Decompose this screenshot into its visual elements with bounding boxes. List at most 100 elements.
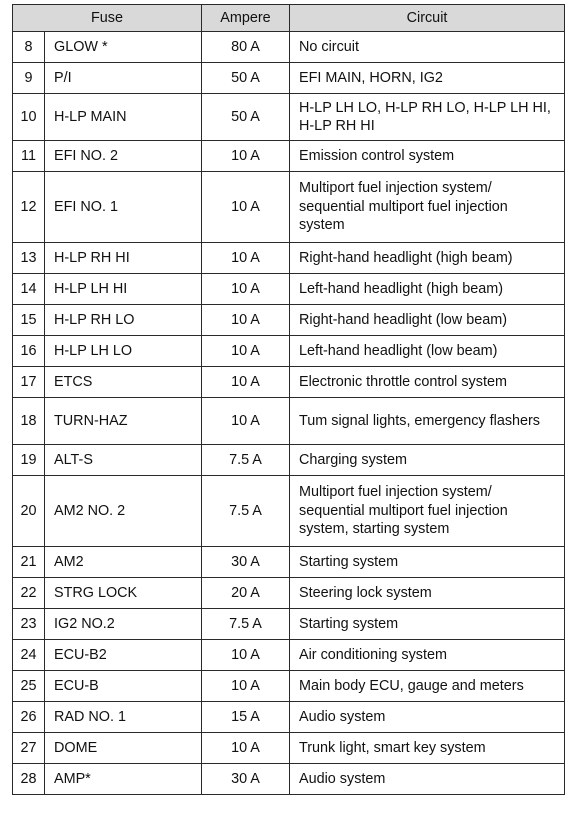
circuit-cell: Left-hand headlight (low beam) (289, 335, 565, 367)
table-row: 17 ETCS 10 A Electronic throttle control sy… (12, 366, 565, 398)
table-row: 16 H-LP LH LO 10 A Left-hand headlight (low… (12, 335, 565, 367)
fuse-column-header: Fuse (12, 4, 202, 32)
table-row: 22 STRG LOCK 20 A Steering lock system (12, 577, 565, 609)
ampere-cell: 30 A (201, 546, 290, 578)
fuse-name-cell: GLOW * (44, 31, 202, 63)
fuse-name-cell: H-LP RH LO (44, 304, 202, 336)
circuit-cell: Main body ECU, gauge and meters (289, 670, 565, 702)
ampere-cell: 10 A (201, 397, 290, 445)
circuit-cell: Emission control system (289, 140, 565, 172)
table-row: 21 AM2 30 A Starting system (12, 546, 565, 578)
circuit-cell: Trunk light, smart key system (289, 732, 565, 764)
fuse-name-cell: ECU-B2 (44, 639, 202, 671)
fuse-name-cell: ALT-S (44, 444, 202, 476)
ampere-cell: 20 A (201, 577, 290, 609)
fuse-name-cell: EFI NO. 2 (44, 140, 202, 172)
fuse-number-cell: 15 (12, 304, 45, 336)
table-row: 13 H-LP RH HI 10 A Right-hand headlight (hi… (12, 242, 565, 274)
fuse-number-cell: 21 (12, 546, 45, 578)
fuse-number-cell: 19 (12, 444, 45, 476)
ampere-cell: 10 A (201, 732, 290, 764)
fuse-name-cell: AMP* (44, 763, 202, 795)
fuse-number-cell: 23 (12, 608, 45, 640)
circuit-cell: No circuit (289, 31, 565, 63)
ampere-cell: 15 A (201, 701, 290, 733)
ampere-cell: 30 A (201, 763, 290, 795)
fuse-number-cell: 18 (12, 397, 45, 445)
circuit-cell: Starting system (289, 546, 565, 578)
ampere-cell: 10 A (201, 140, 290, 172)
fuse-number-cell: 17 (12, 366, 45, 398)
ampere-cell: 7.5 A (201, 444, 290, 476)
table-row: 26 RAD NO. 1 15 A Audio system (12, 701, 565, 733)
fuse-number-cell: 13 (12, 242, 45, 274)
table-row: 24 ECU-B2 10 A Air conditioning system (12, 639, 565, 671)
fuse-number-cell: 24 (12, 639, 45, 671)
fuse-name-cell: ECU-B (44, 670, 202, 702)
ampere-cell: 80 A (201, 31, 290, 63)
fuse-name-cell: DOME (44, 732, 202, 764)
ampere-cell: 50 A (201, 93, 290, 141)
table-row: 9 P/I 50 A EFI MAIN, HORN, IG2 (12, 62, 565, 94)
circuit-cell: Electronic throttle control system (289, 366, 565, 398)
fuse-name-cell: AM2 NO. 2 (44, 475, 202, 547)
ampere-column-header: Ampere (201, 4, 290, 32)
ampere-cell: 10 A (201, 335, 290, 367)
fuse-number-cell: 10 (12, 93, 45, 141)
fuse-number-cell: 26 (12, 701, 45, 733)
fuse-number-cell: 9 (12, 62, 45, 94)
fuse-name-cell: RAD NO. 1 (44, 701, 202, 733)
table-row: 12 EFI NO. 1 10 A Multiport fuel injection … (12, 171, 565, 243)
circuit-cell: H-LP LH LO, H-LP RH LO, H-LP LH HI, H-LP… (289, 93, 565, 141)
circuit-column-header: Circuit (289, 4, 565, 32)
table-row: 28 AMP* 30 A Audio system (12, 763, 565, 795)
table-row: 10 H-LP MAIN 50 A H-LP LH LO, H-LP RH LO, H… (12, 93, 565, 141)
fuse-number-cell: 11 (12, 140, 45, 172)
ampere-cell: 50 A (201, 62, 290, 94)
fuse-name-cell: P/I (44, 62, 202, 94)
table-body: 8 GLOW * 80 A No circuit 9 P/I 50 A EFI MAIN, H… (12, 31, 565, 795)
fuse-name-cell: H-LP LH HI (44, 273, 202, 305)
circuit-cell: Audio system (289, 763, 565, 795)
ampere-cell: 7.5 A (201, 608, 290, 640)
ampere-cell: 10 A (201, 273, 290, 305)
circuit-cell: Starting system (289, 608, 565, 640)
table-row: 23 IG2 NO.2 7.5 A Starting system (12, 608, 565, 640)
fuse-number-cell: 16 (12, 335, 45, 367)
circuit-cell: Charging system (289, 444, 565, 476)
fuse-name-cell: TURN-HAZ (44, 397, 202, 445)
circuit-cell: Audio system (289, 701, 565, 733)
circuit-cell: Tum signal lights, emergency flashers (289, 397, 565, 445)
table-row: 25 ECU-B 10 A Main body ECU, gauge and mete… (12, 670, 565, 702)
circuit-cell: Multiport fuel injection system/ sequent… (289, 171, 565, 243)
ampere-cell: 10 A (201, 366, 290, 398)
ampere-cell: 10 A (201, 242, 290, 274)
fuse-name-cell: H-LP LH LO (44, 335, 202, 367)
fuse-name-cell: EFI NO. 1 (44, 171, 202, 243)
circuit-cell: Multiport fuel injection system/ sequent… (289, 475, 565, 547)
table-row: 8 GLOW * 80 A No circuit (12, 31, 565, 63)
fuse-name-cell: H-LP RH HI (44, 242, 202, 274)
circuit-cell: Air conditioning system (289, 639, 565, 671)
table-row: 20 AM2 NO. 2 7.5 A Multiport fuel injection… (12, 475, 565, 547)
table-row: 14 H-LP LH HI 10 A Left-hand headlight (hig… (12, 273, 565, 305)
header-row: Fuse Ampere Circuit (12, 4, 565, 32)
table-row: 19 ALT-S 7.5 A Charging system (12, 444, 565, 476)
fuse-name-cell: ETCS (44, 366, 202, 398)
fuse-name-cell: STRG LOCK (44, 577, 202, 609)
circuit-cell: Left-hand headlight (high beam) (289, 273, 565, 305)
table-row: 11 EFI NO. 2 10 A Emission control system (12, 140, 565, 172)
table-row: 27 DOME 10 A Trunk light, smart key system (12, 732, 565, 764)
table-header: Fuse Ampere Circuit (12, 4, 565, 32)
table-row: 18 TURN-HAZ 10 A Tum signal lights, emergen… (12, 397, 565, 445)
fuse-number-cell: 25 (12, 670, 45, 702)
ampere-cell: 7.5 A (201, 475, 290, 547)
circuit-cell: Right-hand headlight (low beam) (289, 304, 565, 336)
fuse-number-cell: 22 (12, 577, 45, 609)
circuit-cell: Steering lock system (289, 577, 565, 609)
ampere-cell: 10 A (201, 670, 290, 702)
ampere-cell: 10 A (201, 639, 290, 671)
fuse-number-cell: 28 (12, 763, 45, 795)
fuse-name-cell: IG2 NO.2 (44, 608, 202, 640)
fuse-number-cell: 27 (12, 732, 45, 764)
